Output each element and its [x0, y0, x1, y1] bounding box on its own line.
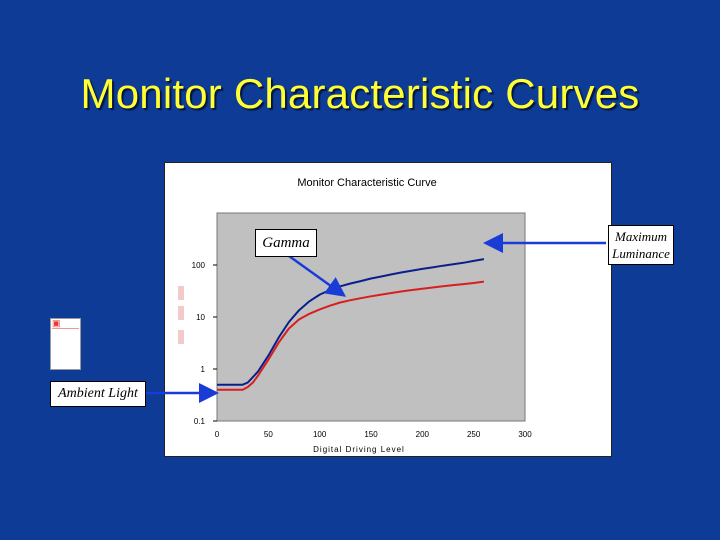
series-line-1	[217, 258, 485, 386]
y-tick-label: 10	[196, 313, 205, 322]
y-tick-label: 1	[201, 365, 206, 374]
slide-title: Monitor Characteristic Curves	[80, 70, 640, 117]
y-tick-label: 100	[192, 261, 206, 270]
series-line-2	[217, 280, 485, 391]
chart-title: Monitor Characteristic Curve	[297, 177, 436, 189]
broken-image-icon: ▣	[52, 318, 61, 328]
x-tick-label: 0	[215, 430, 220, 439]
max-luminance-line2: Luminance	[612, 246, 670, 261]
chart-panel: Monitor Characteristic Curve 0.1 1 10 100 0 5…	[164, 162, 612, 457]
line-chart: Monitor Characteristic Curve 0.1 1 10 100 0 5…	[192, 177, 533, 454]
max-luminance-line1: Maximum	[615, 229, 667, 244]
x-tick-label: 150	[364, 430, 378, 439]
x-tick-label: 200	[416, 430, 430, 439]
x-tick-label: 250	[467, 430, 481, 439]
x-axis-label: Digital Driving Level	[313, 445, 405, 454]
faded-vertical-stamp	[176, 286, 188, 348]
max-luminance-callout: Maximum Luminance	[608, 225, 674, 265]
x-tick-label: 100	[313, 430, 327, 439]
x-tick-label: 300	[518, 430, 532, 439]
broken-image-placeholder: ▣	[50, 318, 81, 370]
gamma-callout: Gamma	[255, 229, 317, 257]
y-tick-label: 0.1	[194, 417, 206, 426]
x-tick-label: 50	[264, 430, 273, 439]
ambient-light-callout: Ambient Light	[50, 381, 146, 407]
